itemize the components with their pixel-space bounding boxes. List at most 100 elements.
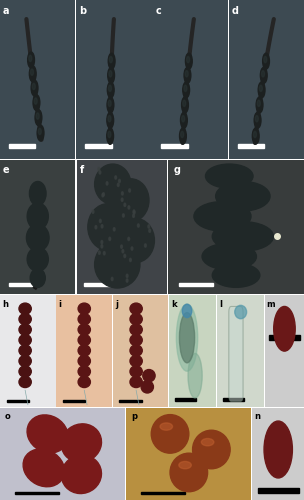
Ellipse shape <box>188 354 202 398</box>
Bar <box>9 282 32 286</box>
Ellipse shape <box>29 66 36 82</box>
Ellipse shape <box>137 224 139 227</box>
Ellipse shape <box>264 56 267 62</box>
Ellipse shape <box>133 214 134 218</box>
Ellipse shape <box>130 376 142 388</box>
Ellipse shape <box>184 68 191 84</box>
Ellipse shape <box>19 366 31 377</box>
Ellipse shape <box>255 116 258 122</box>
Ellipse shape <box>180 128 186 144</box>
Ellipse shape <box>130 314 142 324</box>
Ellipse shape <box>260 68 267 84</box>
Ellipse shape <box>98 251 100 254</box>
Ellipse shape <box>151 414 189 453</box>
Text: k: k <box>171 300 177 309</box>
Ellipse shape <box>124 254 126 258</box>
Ellipse shape <box>181 132 184 138</box>
Ellipse shape <box>78 376 90 388</box>
Ellipse shape <box>108 116 111 122</box>
Ellipse shape <box>182 116 185 122</box>
Ellipse shape <box>19 314 31 324</box>
Ellipse shape <box>130 334 142 345</box>
Ellipse shape <box>19 324 31 335</box>
Ellipse shape <box>130 303 142 314</box>
Ellipse shape <box>103 252 105 255</box>
Ellipse shape <box>19 334 31 345</box>
Ellipse shape <box>108 100 111 106</box>
Ellipse shape <box>130 366 142 377</box>
Ellipse shape <box>259 85 262 91</box>
Ellipse shape <box>109 85 112 91</box>
Ellipse shape <box>33 94 40 110</box>
Ellipse shape <box>176 304 198 371</box>
Ellipse shape <box>202 243 257 270</box>
Ellipse shape <box>122 250 124 253</box>
Ellipse shape <box>34 98 37 104</box>
Ellipse shape <box>29 55 32 62</box>
Bar <box>141 492 185 494</box>
Ellipse shape <box>78 356 90 366</box>
Ellipse shape <box>78 345 90 356</box>
Bar <box>238 144 264 148</box>
Ellipse shape <box>129 189 130 192</box>
Ellipse shape <box>235 306 247 318</box>
Ellipse shape <box>179 312 195 363</box>
Ellipse shape <box>258 82 265 98</box>
Ellipse shape <box>185 70 188 77</box>
Ellipse shape <box>27 247 48 272</box>
Ellipse shape <box>88 204 129 250</box>
Ellipse shape <box>274 306 295 351</box>
Ellipse shape <box>183 100 186 106</box>
Text: b: b <box>79 6 86 16</box>
Ellipse shape <box>122 192 123 195</box>
Ellipse shape <box>256 97 263 113</box>
Ellipse shape <box>26 224 49 251</box>
Ellipse shape <box>257 100 260 106</box>
Text: d: d <box>232 6 239 16</box>
Ellipse shape <box>131 247 133 250</box>
Ellipse shape <box>107 82 114 98</box>
Ellipse shape <box>19 356 31 366</box>
Ellipse shape <box>254 132 257 138</box>
Ellipse shape <box>98 168 100 170</box>
Ellipse shape <box>121 198 123 202</box>
Ellipse shape <box>212 263 260 287</box>
Ellipse shape <box>182 304 192 318</box>
Ellipse shape <box>109 56 112 62</box>
Ellipse shape <box>116 218 154 262</box>
Ellipse shape <box>183 82 190 98</box>
Ellipse shape <box>37 125 44 141</box>
Text: p: p <box>131 412 137 421</box>
Ellipse shape <box>108 53 115 69</box>
Ellipse shape <box>99 170 101 174</box>
Ellipse shape <box>123 214 124 217</box>
Ellipse shape <box>264 421 292 478</box>
Ellipse shape <box>35 110 42 126</box>
Ellipse shape <box>113 228 115 231</box>
Ellipse shape <box>29 182 46 206</box>
Bar <box>119 400 142 402</box>
Ellipse shape <box>141 380 154 393</box>
Ellipse shape <box>103 192 104 196</box>
Ellipse shape <box>126 274 128 278</box>
Ellipse shape <box>130 258 131 262</box>
Ellipse shape <box>32 84 35 89</box>
Ellipse shape <box>36 113 39 119</box>
Ellipse shape <box>101 240 103 244</box>
Ellipse shape <box>95 164 131 204</box>
FancyBboxPatch shape <box>229 306 243 402</box>
Ellipse shape <box>254 112 261 128</box>
Text: l: l <box>219 300 222 309</box>
Text: m: m <box>267 300 275 309</box>
Ellipse shape <box>27 415 68 453</box>
Ellipse shape <box>107 97 114 113</box>
Ellipse shape <box>179 462 191 469</box>
Ellipse shape <box>38 128 41 134</box>
Ellipse shape <box>117 183 119 186</box>
Ellipse shape <box>106 182 108 185</box>
Ellipse shape <box>119 180 120 182</box>
Ellipse shape <box>108 68 115 84</box>
Ellipse shape <box>193 430 230 469</box>
Text: n: n <box>254 412 261 421</box>
Ellipse shape <box>111 278 113 280</box>
